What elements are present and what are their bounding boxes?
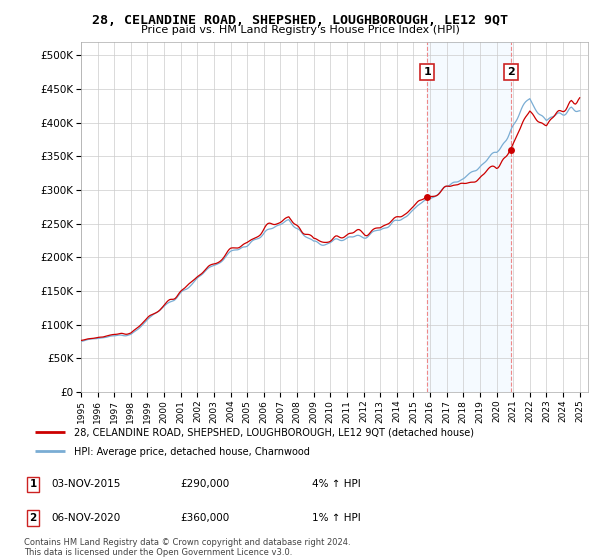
- Text: 1: 1: [29, 479, 37, 489]
- Text: 4% ↑ HPI: 4% ↑ HPI: [312, 479, 361, 489]
- Text: £290,000: £290,000: [180, 479, 229, 489]
- Text: £360,000: £360,000: [180, 513, 229, 523]
- Text: 1: 1: [424, 67, 431, 77]
- Text: 06-NOV-2020: 06-NOV-2020: [51, 513, 120, 523]
- Text: 28, CELANDINE ROAD, SHEPSHED, LOUGHBOROUGH, LE12 9QT (detached house): 28, CELANDINE ROAD, SHEPSHED, LOUGHBOROU…: [74, 428, 473, 437]
- Bar: [427, 42, 511, 392]
- Text: 2: 2: [506, 67, 514, 77]
- Text: 1% ↑ HPI: 1% ↑ HPI: [312, 513, 361, 523]
- Text: 03-NOV-2015: 03-NOV-2015: [51, 479, 121, 489]
- Text: Price paid vs. HM Land Registry's House Price Index (HPI): Price paid vs. HM Land Registry's House …: [140, 25, 460, 35]
- Text: 2: 2: [29, 513, 37, 523]
- Text: HPI: Average price, detached house, Charnwood: HPI: Average price, detached house, Char…: [74, 447, 310, 457]
- Text: Contains HM Land Registry data © Crown copyright and database right 2024.
This d: Contains HM Land Registry data © Crown c…: [24, 538, 350, 557]
- Text: 28, CELANDINE ROAD, SHEPSHED, LOUGHBOROUGH, LE12 9QT: 28, CELANDINE ROAD, SHEPSHED, LOUGHBOROU…: [92, 14, 508, 27]
